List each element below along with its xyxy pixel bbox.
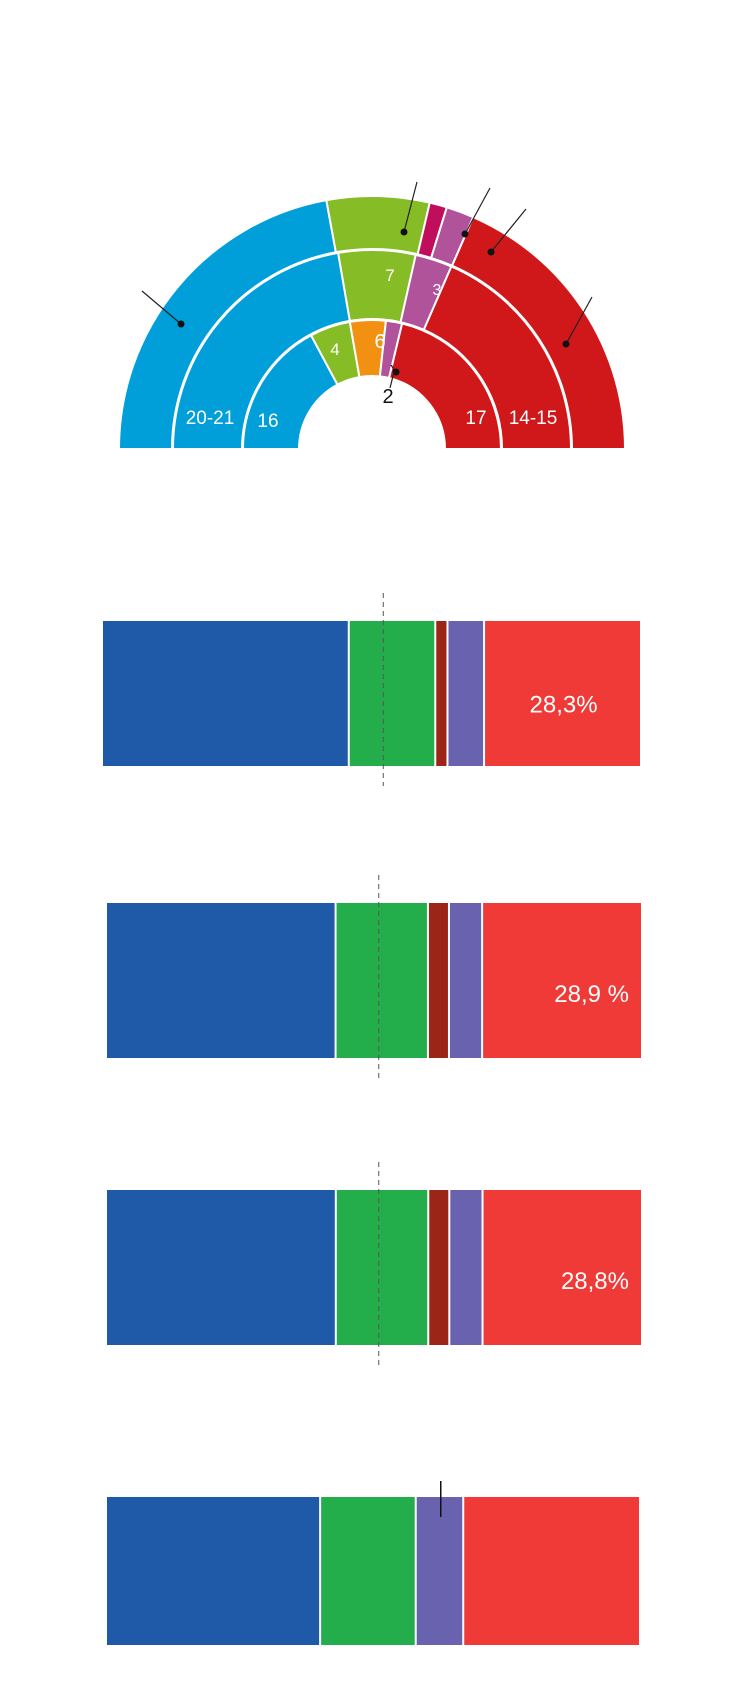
donut-segment-label: 16 xyxy=(257,411,278,432)
donut-segment-label: 4 xyxy=(330,340,339,359)
leader-lines xyxy=(141,181,593,389)
stacked-bar-chart-2: 28,9 % xyxy=(107,875,641,1078)
leader-line xyxy=(389,371,395,389)
bar-segment-bar_green xyxy=(321,1497,415,1645)
bar-value-label: 28,8% xyxy=(561,1268,629,1295)
leader-line xyxy=(464,187,491,235)
leader-dot xyxy=(562,340,570,348)
bar-segment-bar_blue xyxy=(103,621,348,766)
bar-segment-bar_blue xyxy=(107,903,335,1058)
donut-segment-label: 2 xyxy=(382,386,393,408)
stacked-bar-chart-3: 28,8% xyxy=(107,1162,641,1365)
leader-dot xyxy=(461,230,469,238)
bar-segment-bar_purple xyxy=(416,1497,463,1645)
leader-line xyxy=(565,296,593,345)
leader-line xyxy=(141,290,182,325)
leader-dot xyxy=(392,368,400,376)
leader-line xyxy=(403,181,418,233)
bar-segment-bar_red xyxy=(485,621,640,766)
donut-segment-label: 17 xyxy=(465,408,486,429)
donut-segment-label: 14-15 xyxy=(509,408,558,429)
donut-segment-label: 6 xyxy=(374,331,385,353)
leader-dot xyxy=(177,320,185,328)
bar-segment-bar_darkred xyxy=(428,903,448,1058)
bar-segment-bar_red xyxy=(483,903,641,1058)
bar-segment-bar_blue xyxy=(107,1190,335,1345)
stacked-bar-chart-4 xyxy=(107,1481,639,1645)
donut-inner-segment-red xyxy=(387,322,503,450)
bar-value-label: 28,9 % xyxy=(554,981,629,1008)
bar-segment-bar_blue xyxy=(107,1497,320,1645)
bar-segment-bar_red xyxy=(483,1190,641,1345)
donut-segment-label: 7 xyxy=(385,266,394,285)
donut-segment-label: 3 xyxy=(433,282,442,299)
bar-segment-bar_green xyxy=(336,1190,428,1345)
bar-value-label: 28,3% xyxy=(530,691,598,718)
donut-segment-label: 20-21 xyxy=(186,408,235,429)
bar-segment-bar_purple xyxy=(449,903,482,1058)
half-donut-chart: 20-21 7 3 14-15 16 4 6 2 17 xyxy=(117,181,627,450)
stacked-bar-chart-1: 28,3% xyxy=(103,593,640,786)
bar-segment-bar_darkred xyxy=(436,621,447,766)
bar-segment-bar_darkred xyxy=(429,1190,449,1345)
bar-segment-bar_purple xyxy=(448,621,484,766)
bar-segment-bar_purple xyxy=(450,1190,482,1345)
bar-segment-bar_red xyxy=(464,1497,639,1645)
leader-dot xyxy=(400,228,408,236)
leader-line xyxy=(490,208,527,253)
bar-segment-bar_green xyxy=(349,621,435,766)
leader-dot xyxy=(487,248,495,256)
bar-segment-bar_green xyxy=(336,903,427,1058)
donut-outer-segment-green xyxy=(325,195,431,256)
